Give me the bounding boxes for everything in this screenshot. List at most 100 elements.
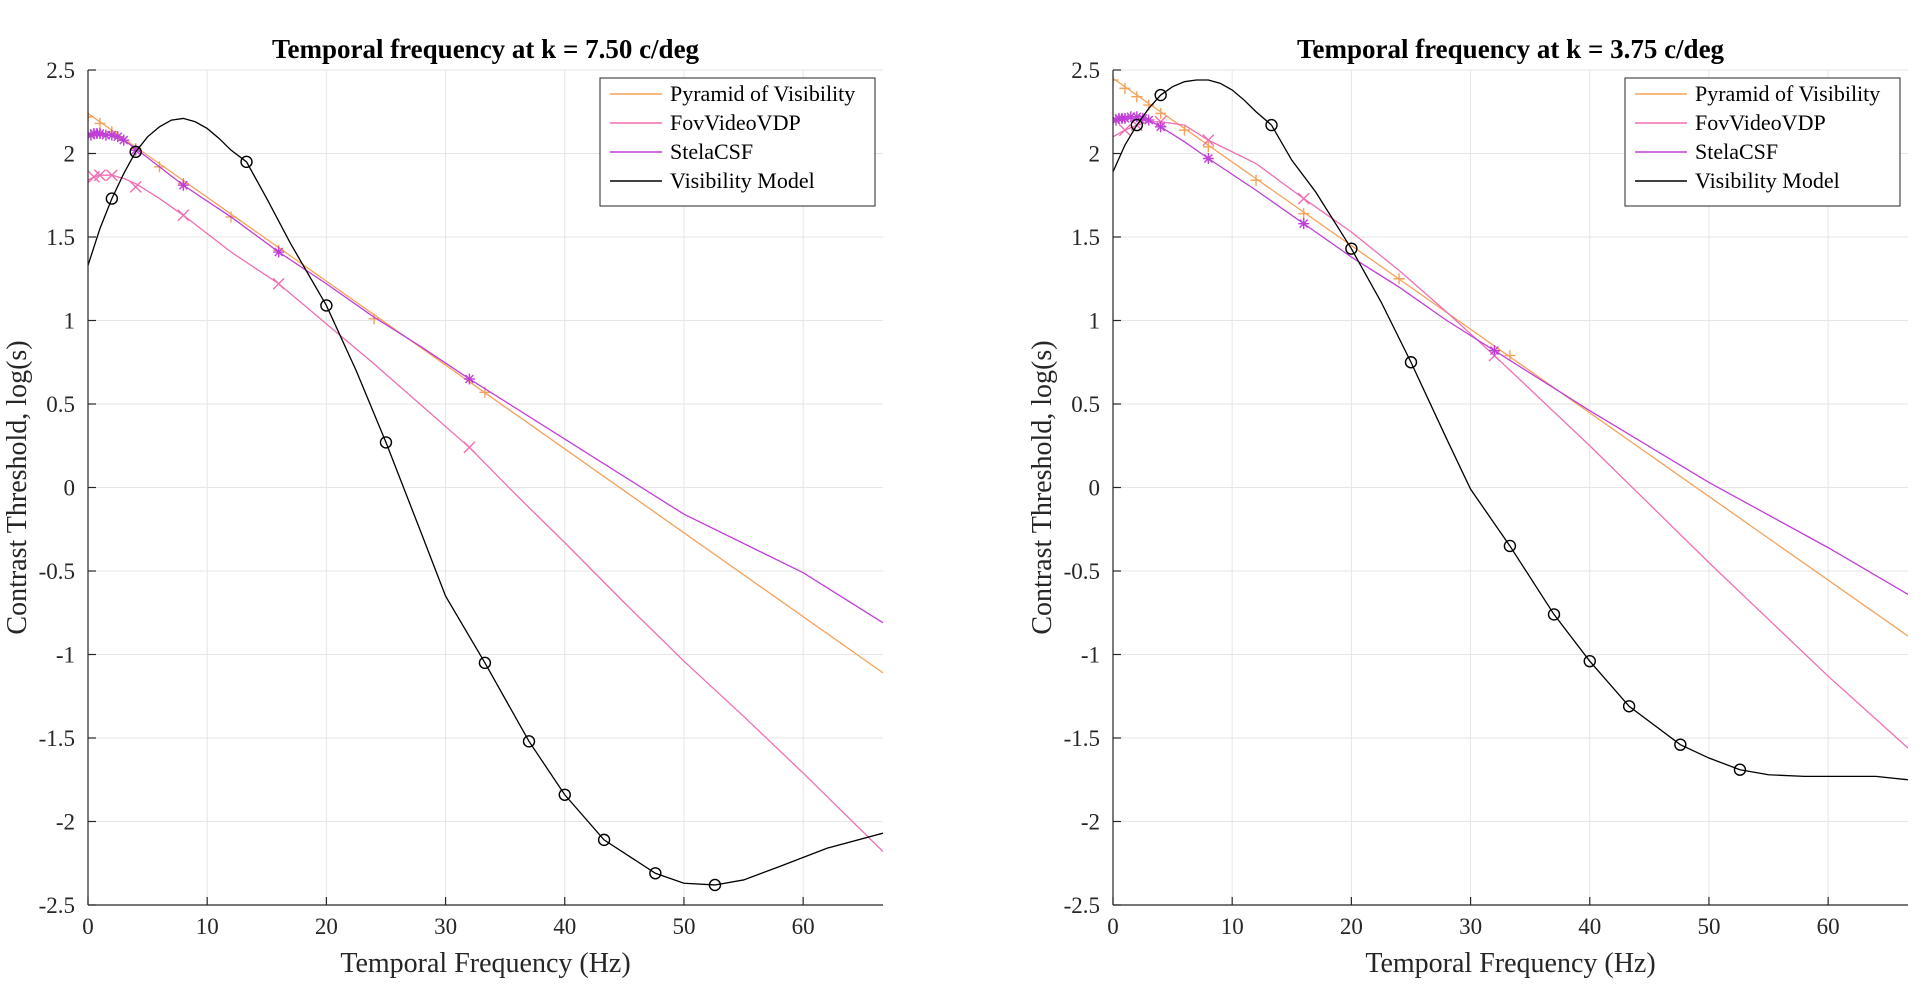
data-point-visibility-model	[708, 878, 722, 892]
y-tick-label: 2	[64, 142, 76, 167]
data-point-visibility-model	[478, 656, 492, 670]
data-point-stelacsf	[1125, 111, 1137, 123]
y-tick-label: -2	[1081, 810, 1100, 835]
data-point-pyramid-of-visibility	[1202, 141, 1214, 153]
y-tick-label: 2	[1089, 142, 1101, 167]
series-fovvideovdp	[88, 169, 883, 853]
data-point-visibility-model	[522, 735, 536, 748]
y-tick-label: -1	[56, 643, 75, 668]
data-point-visibility-model	[597, 833, 611, 847]
legend-label-fovvideovdp: FovVideoVDP	[1695, 110, 1826, 135]
data-point-visibility-model	[1733, 763, 1747, 776]
data-point-fovvideovdp	[177, 209, 190, 222]
series-stelacsf	[88, 127, 883, 624]
data-point-visibility-model	[1622, 700, 1636, 713]
x-axis-label: Temporal Frequency (Hz)	[340, 948, 630, 979]
legend-label-visibility-model: Visibility Model	[670, 168, 815, 193]
data-point-visibility-model	[379, 436, 393, 449]
y-tick-label: -0.5	[1064, 559, 1100, 584]
y-tick-label: -2	[56, 810, 75, 835]
data-point-stelacsf	[1155, 121, 1167, 133]
data-point-stelacsf	[100, 129, 112, 141]
legend-box	[1624, 77, 1901, 207]
y-axis-label: Contrast Threshold, log(s)	[2, 340, 33, 634]
data-point-fovvideovdp	[1202, 134, 1215, 147]
chart-k-7-50: 0 10 20 30 40 50 60 -2.5 -2 -1.5 -1 -0.5 0 0.5 1 1.5 2 2.…	[2, 34, 883, 979]
y-tick-label: -1	[1081, 643, 1100, 668]
legend-label-stelacsf: StelaCSF	[1695, 139, 1778, 164]
x-tick-label: 10	[196, 914, 219, 939]
data-point-visibility-model	[649, 867, 662, 880]
data-point-visibility-model	[1154, 88, 1167, 102]
data-point-visibility-model	[1265, 118, 1278, 132]
series-line-visibility-model	[1113, 79, 1908, 781]
legend-label-pyramid-of-visibility: Pyramid of Visibility	[670, 81, 855, 106]
data-point-stelacsf	[106, 129, 118, 141]
x-tick-label: 40	[553, 914, 576, 939]
data-point-visibility-model	[1345, 242, 1358, 255]
data-point-pyramid-of-visibility	[94, 117, 106, 129]
data-point-visibility-model	[105, 192, 119, 205]
y-tick-label: -2.5	[1064, 893, 1100, 918]
data-point-stelacsf	[88, 129, 97, 141]
data-point-stelacsf	[1113, 114, 1122, 126]
y-tick-label: 2.5	[46, 58, 75, 83]
y-tick-label: -1.5	[39, 726, 75, 751]
data-point-visibility-model	[1130, 118, 1144, 132]
data-point-pyramid-of-visibility	[1179, 124, 1191, 136]
y-tick-label: 1	[64, 309, 76, 334]
series-pyramid-of-visibility	[1113, 74, 1908, 637]
legend: Pyramid of Visibility FovVideoVDP StelaCSF…	[1624, 77, 1901, 207]
x-tick-label: 50	[672, 914, 695, 939]
data-point-stelacsf	[463, 373, 475, 385]
chart-k-3-75: 0 10 20 30 40 50 60 -2.5 -2 -1.5 -1 -0.5 0 0.5 1 1.5 2 2.…	[1027, 34, 1908, 979]
y-tick-label: 1	[1089, 309, 1101, 334]
data-point-stelacsf	[273, 246, 285, 258]
series-line-fovvideovdp	[88, 174, 883, 853]
x-tick-label: 10	[1221, 914, 1244, 939]
y-tick-label: 0	[64, 476, 76, 501]
y-tick-label: 0.5	[1071, 392, 1100, 417]
x-tick-label: 60	[1817, 914, 1840, 939]
x-tick-label: 30	[434, 914, 457, 939]
data-point-visibility-model	[320, 299, 333, 312]
data-point-stelacsf	[112, 131, 124, 143]
legend-label-fovvideovdp: FovVideoVDP	[670, 110, 801, 135]
data-point-stelacsf	[1143, 114, 1155, 126]
y-tick-label: -1.5	[1064, 726, 1100, 751]
x-tick-label: 30	[1459, 914, 1482, 939]
data-point-pyramid-of-visibility	[1250, 174, 1262, 186]
data-point-stelacsf	[130, 144, 142, 156]
data-point-stelacsf	[1202, 153, 1214, 165]
series-stelacsf	[1113, 111, 1908, 595]
legend-label-visibility-model: Visibility Model	[1695, 168, 1840, 193]
x-tick-label: 0	[1107, 914, 1119, 939]
chart-title: Temporal frequency at k = 3.75 c/deg	[1297, 34, 1725, 64]
data-point-visibility-model	[240, 155, 253, 169]
chart-title: Temporal frequency at k = 7.50 c/deg	[272, 34, 700, 64]
data-point-stelacsf	[94, 127, 106, 139]
legend-label-stelacsf: StelaCSF	[670, 139, 753, 164]
data-point-pyramid-of-visibility	[88, 111, 94, 123]
legend-label-pyramid-of-visibility: Pyramid of Visibility	[1695, 81, 1880, 106]
data-point-visibility-model	[1583, 654, 1596, 668]
data-point-stelacsf	[118, 134, 130, 146]
y-axis-label: Contrast Threshold, log(s)	[1027, 340, 1058, 634]
data-point-pyramid-of-visibility	[1298, 208, 1310, 220]
data-point-stelacsf	[1488, 345, 1500, 357]
data-point-stelacsf	[1119, 112, 1131, 124]
x-tick-label: 60	[792, 914, 815, 939]
x-tick-label: 20	[315, 914, 338, 939]
data-point-visibility-model	[1503, 539, 1517, 553]
data-point-pyramid-of-visibility	[1155, 107, 1167, 119]
data-point-fovvideovdp	[129, 180, 142, 193]
y-tick-label: -0.5	[39, 559, 75, 584]
data-point-stelacsf	[1298, 218, 1310, 230]
data-point-fovvideovdp	[105, 169, 118, 182]
data-point-stelacsf	[1131, 111, 1143, 123]
data-point-visibility-model	[129, 145, 142, 159]
data-point-pyramid-of-visibility	[1504, 350, 1516, 362]
data-point-pyramid-of-visibility	[1131, 91, 1143, 103]
data-point-pyramid-of-visibility	[1113, 74, 1119, 86]
